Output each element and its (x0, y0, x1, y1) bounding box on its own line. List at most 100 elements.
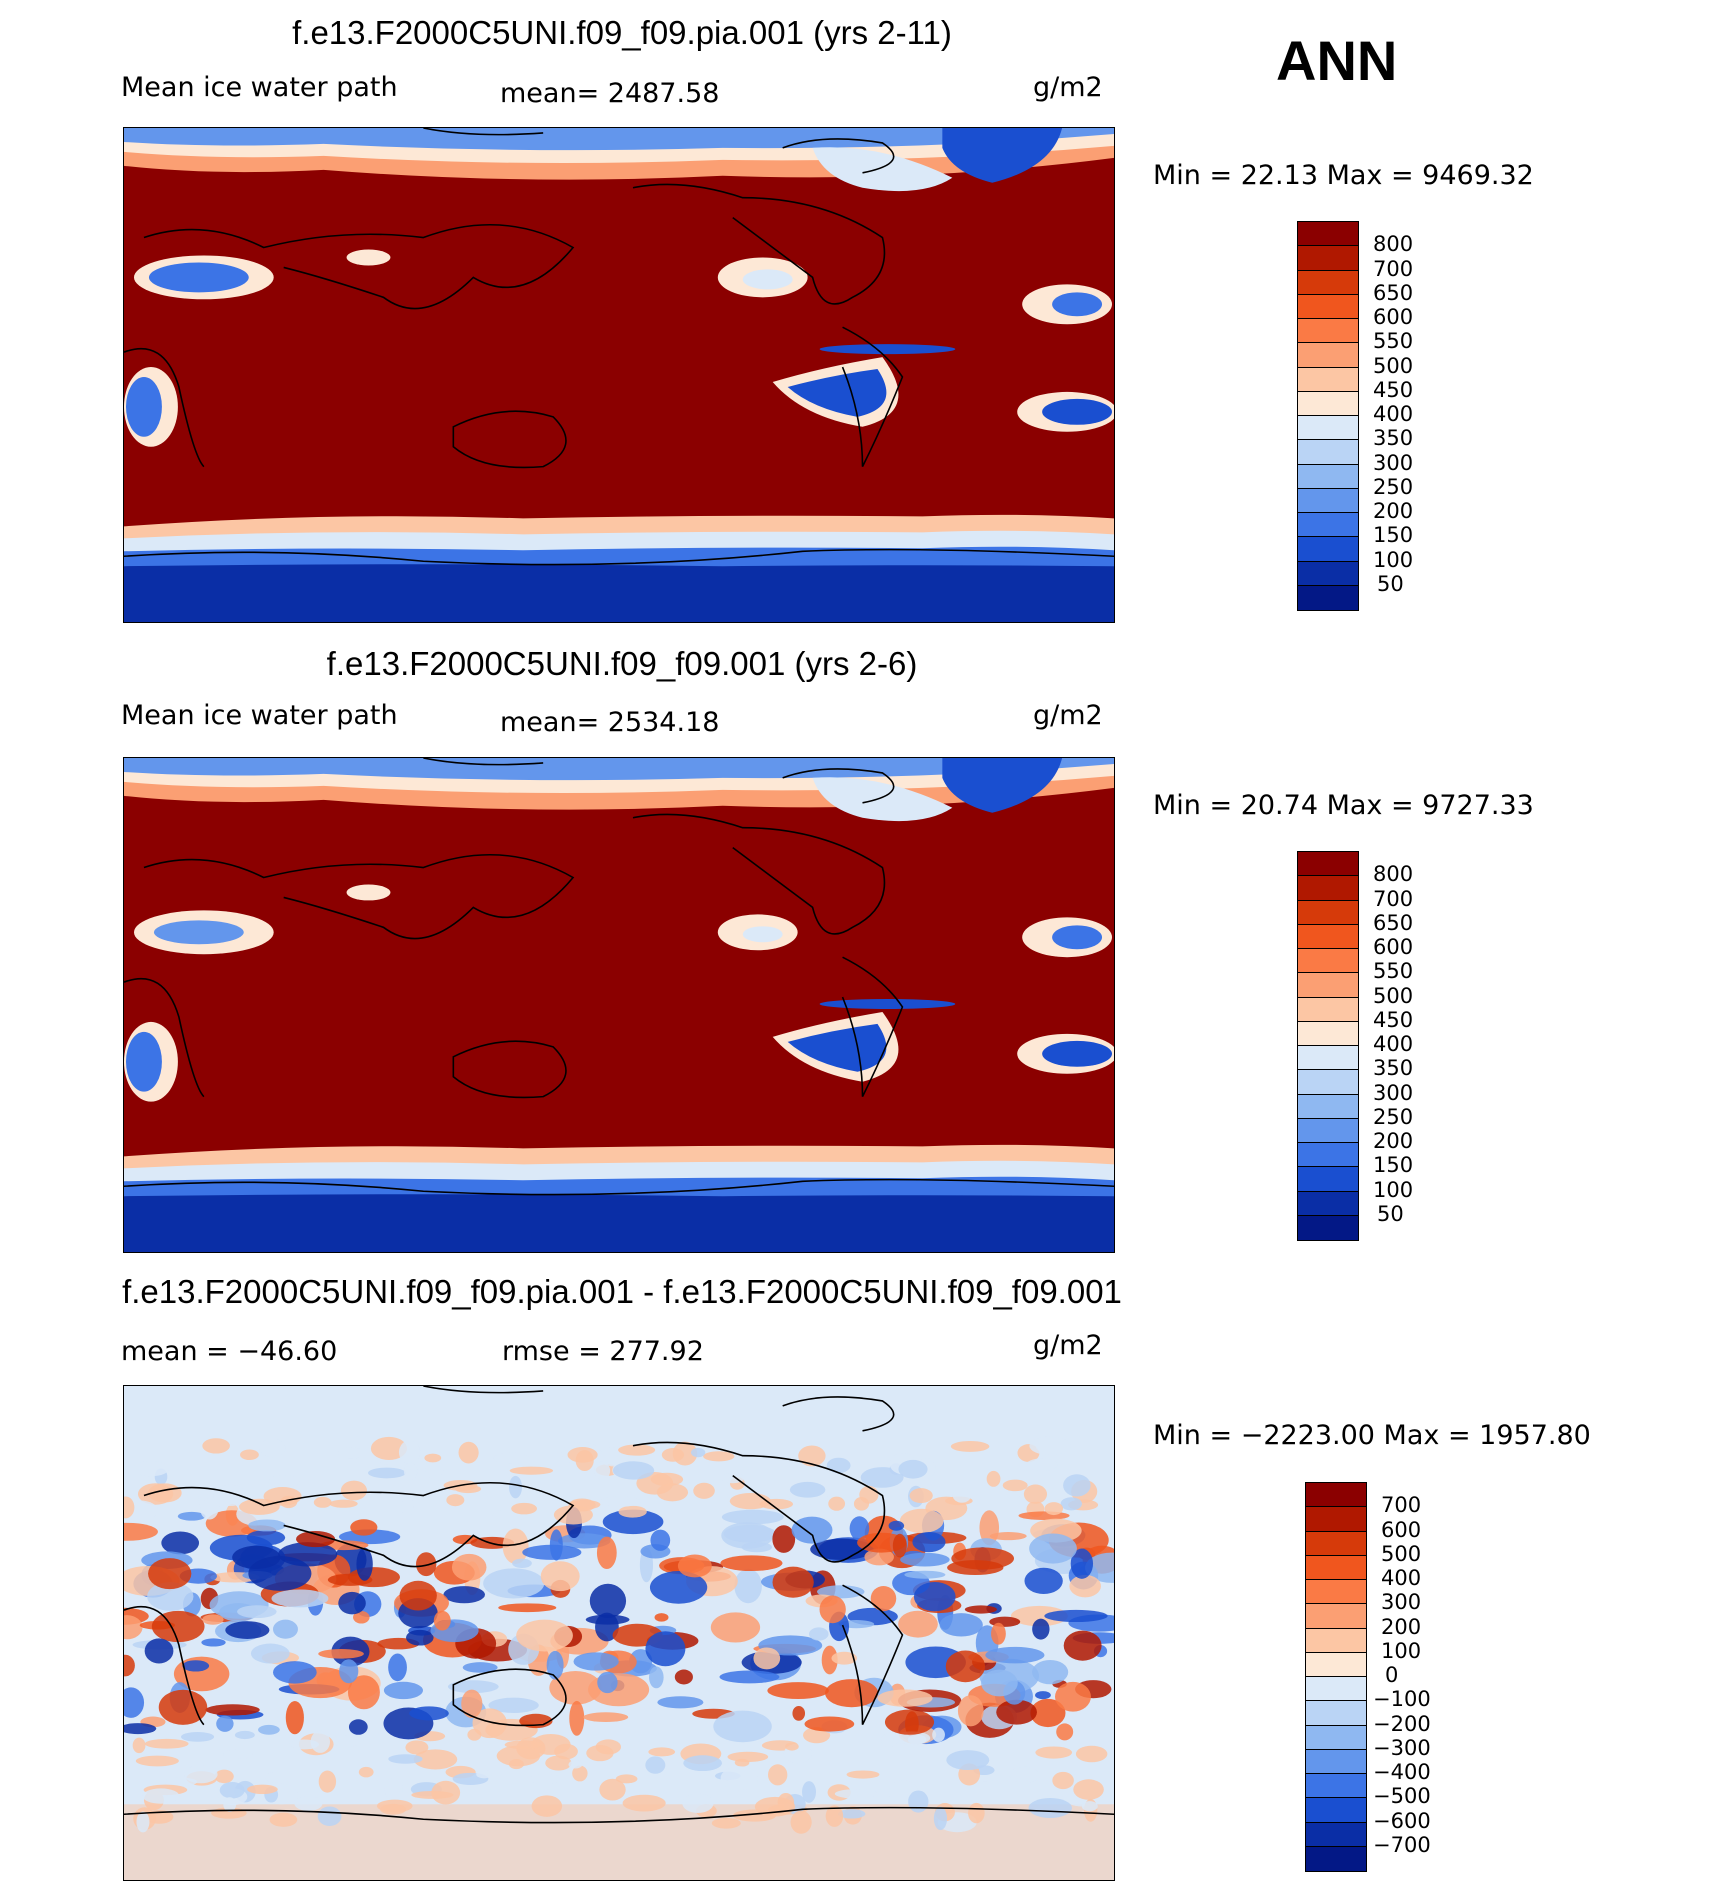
colorbar-tick-label: 700 (1373, 256, 1414, 281)
diff-patch (792, 1706, 806, 1721)
colorbar-swatch (1298, 294, 1358, 319)
diff-patch (864, 1548, 894, 1566)
diff-patch (472, 1708, 508, 1739)
diff-patch (703, 1451, 735, 1462)
diff-patch (1060, 1497, 1082, 1511)
diff-patch (318, 1770, 337, 1793)
diff-patch (424, 1453, 442, 1463)
diff-patch (825, 1805, 844, 1827)
diff-patch (908, 1790, 929, 1813)
diff-patch (202, 1438, 230, 1454)
diff-patch (798, 1445, 826, 1467)
diff-patch (1044, 1502, 1064, 1516)
colorbar-swatch (1298, 1215, 1358, 1240)
diff-patch (817, 1585, 865, 1599)
colorbar-tick-label: 200 (1373, 499, 1414, 523)
colorbar-tick-label: 150 (1373, 523, 1414, 548)
diff-patch (135, 1755, 179, 1767)
diff-patch (674, 1669, 693, 1685)
colorbar-swatch (1298, 997, 1358, 1022)
diff-patch (405, 1740, 429, 1755)
diff-patch (512, 1558, 532, 1568)
diff-patch (898, 1610, 938, 1638)
diff-patch (912, 1532, 946, 1553)
diff-patch (401, 1496, 414, 1518)
colorbar-swatch (1306, 1701, 1366, 1726)
diff-patch (573, 1652, 619, 1671)
diff-patch (493, 1452, 530, 1464)
colorbar-tick-label: 600 (1373, 935, 1414, 959)
diff-patch (569, 1700, 585, 1736)
diff-patch (719, 1670, 780, 1684)
colorbar-tick-label: −700 (1373, 1832, 1431, 1857)
diff-patch (789, 1481, 826, 1498)
diff-patch (161, 1531, 200, 1555)
colorbar-swatch (1298, 488, 1358, 513)
diff-patch (200, 1498, 219, 1520)
diff-patch (182, 1660, 210, 1672)
diff-patch (1073, 1779, 1104, 1800)
colorbar-swatch (1306, 1604, 1366, 1629)
diff-patch (1056, 1723, 1074, 1741)
panel-3-rmse-label: rmse = 277.92 (502, 1336, 704, 1367)
colorbar-swatch (1298, 1191, 1358, 1216)
diff-patch (853, 1497, 870, 1511)
diff-patch (383, 1681, 423, 1700)
diff-patch (951, 1547, 1015, 1570)
diff-patch (1063, 1474, 1091, 1497)
colorbar-swatch (1298, 222, 1358, 247)
colorbar-tick-label: 650 (1373, 280, 1414, 305)
diff-patch (964, 1605, 997, 1614)
diff-patch (234, 1730, 255, 1740)
diff-patch (398, 1440, 421, 1465)
diff-patch (148, 1558, 192, 1590)
colorbar-swatch (1298, 876, 1358, 901)
diff-patch (650, 1529, 671, 1551)
colorbar-swatch (1298, 416, 1358, 441)
colorbar-swatch (1298, 852, 1358, 877)
diff-patch (356, 1547, 373, 1581)
colorbar-swatch (1298, 1021, 1358, 1046)
diff-patch (205, 1704, 260, 1716)
diff-patch (907, 1734, 927, 1745)
diff-patch (476, 1770, 492, 1779)
panel-3-mean-label: mean = −46.60 (121, 1336, 338, 1367)
diff-patch (785, 1742, 799, 1751)
diff-patch (1044, 1609, 1108, 1623)
diff-patch (388, 1653, 407, 1682)
diff-patch (846, 1770, 880, 1779)
diff-patch (790, 1810, 812, 1834)
diff-patch (443, 1586, 485, 1604)
diff-patch (144, 1638, 174, 1664)
diff-patch (1024, 1567, 1063, 1595)
diff-patch (1018, 1511, 1070, 1520)
diff-patch (216, 1715, 234, 1732)
diff-patch (144, 1738, 189, 1749)
diff-patch (1055, 1681, 1091, 1712)
colorbar-tick-label: 800 (1373, 232, 1414, 257)
panel-2-minmax-label: Min = 20.74 Max = 9727.33 (1153, 790, 1534, 821)
diff-patch (177, 1511, 206, 1521)
panel-3-units-label: g/m2 (1033, 1330, 1103, 1361)
diff-patch (1009, 1766, 1040, 1783)
diff-patch (594, 1461, 611, 1480)
diff-patch (884, 1709, 935, 1735)
colorbar-tick-label: 600 (1381, 1517, 1422, 1542)
panel-3-colorbar (1305, 1482, 1367, 1872)
diff-patch (615, 1774, 638, 1784)
diff-patch (339, 1659, 359, 1684)
diff-patch (549, 1670, 602, 1705)
diff-patch (649, 1666, 664, 1689)
diff-patch (223, 1797, 237, 1812)
diff-patch (522, 1544, 582, 1560)
diff-patch (313, 1496, 332, 1508)
diff-patch (657, 1696, 704, 1709)
colorbar-tick-label: 700 (1373, 886, 1414, 911)
diff-patch (124, 1522, 158, 1541)
colorbar-tick-label: 400 (1381, 1566, 1422, 1590)
diff-patch (729, 1492, 771, 1510)
diff-patch (682, 1793, 714, 1813)
diff-patch (1035, 1746, 1073, 1759)
diff-patch (1026, 1458, 1058, 1471)
diff-patch (690, 1447, 706, 1458)
